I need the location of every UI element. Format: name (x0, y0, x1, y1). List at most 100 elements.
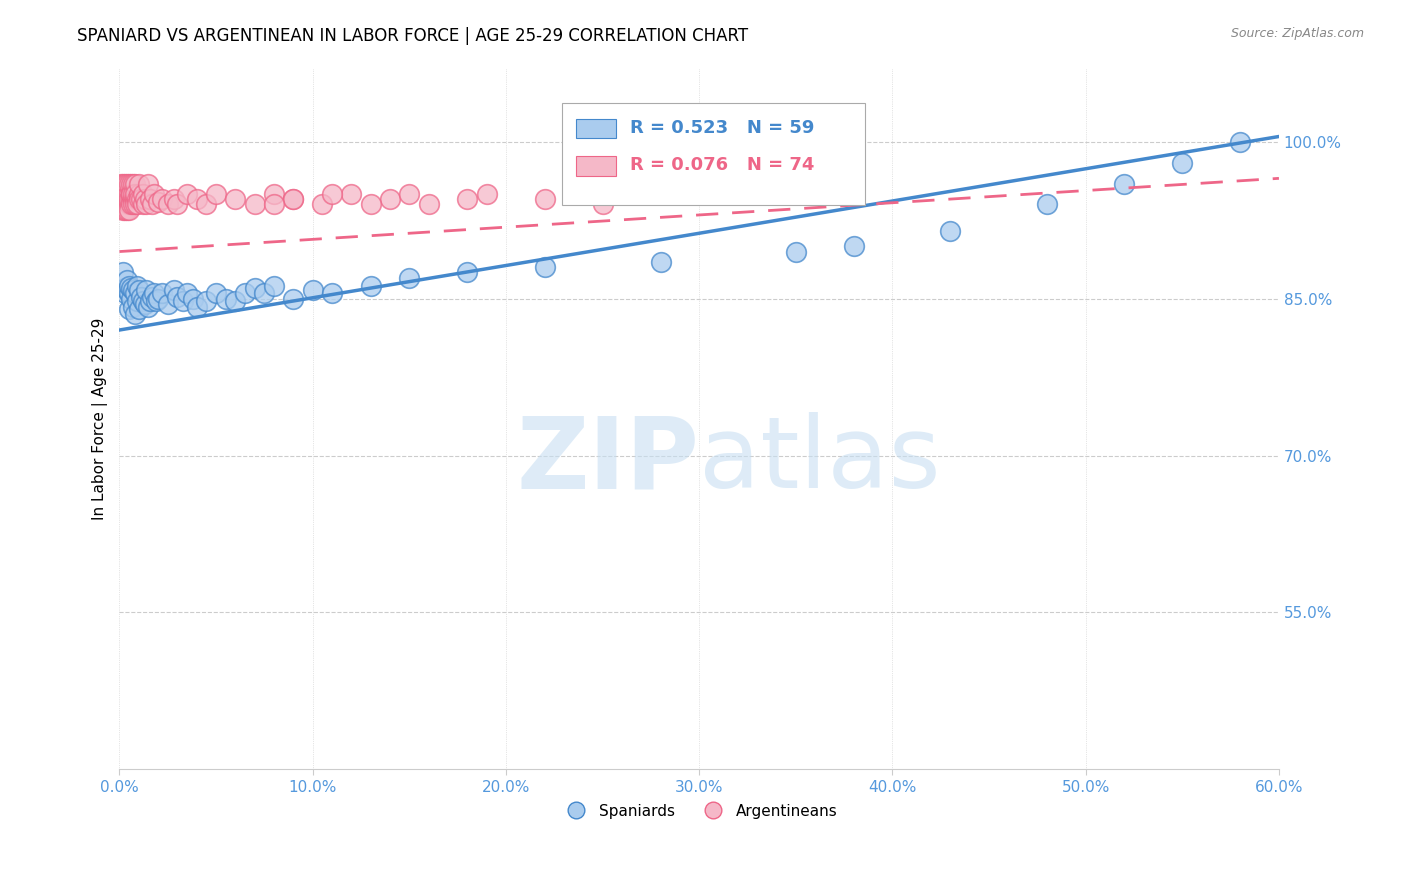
Point (118, 177, 141, 191)
Point (131, 293, 153, 308)
Point (115, 273, 138, 287)
Point (114, 281, 136, 295)
Point (131, 187, 153, 202)
Text: ZIP: ZIP (516, 412, 699, 509)
Point (215, 292, 238, 306)
Point (122, 283, 145, 297)
Point (120, 187, 142, 202)
Point (378, 192, 401, 206)
Point (114, 187, 136, 202)
Point (143, 187, 166, 202)
Point (205, 286, 228, 301)
Point (456, 265, 478, 279)
Point (138, 300, 160, 314)
Point (360, 197, 382, 211)
Point (118, 286, 141, 301)
Point (186, 192, 208, 206)
Point (128, 302, 150, 317)
Point (120, 292, 142, 306)
Point (475, 187, 498, 202)
Point (650, 255, 672, 269)
Point (114, 202, 136, 217)
Point (456, 192, 478, 206)
Point (124, 307, 146, 321)
Point (205, 187, 228, 202)
Point (143, 286, 166, 301)
Point (181, 292, 204, 306)
Point (139, 293, 162, 308)
Point (224, 192, 246, 206)
Point (176, 187, 198, 202)
Point (118, 302, 141, 317)
Point (283, 192, 305, 206)
Point (283, 292, 305, 306)
Point (125, 197, 148, 211)
Point (321, 286, 343, 301)
Point (166, 289, 188, 303)
Point (124, 286, 146, 301)
Point (115, 177, 138, 191)
Point (141, 197, 163, 211)
Point (125, 279, 148, 293)
Point (120, 197, 142, 211)
Point (118, 187, 141, 202)
Point (1171, 155, 1194, 169)
Point (156, 297, 179, 311)
Point (128, 283, 150, 297)
Point (146, 292, 169, 306)
Point (128, 187, 150, 202)
Point (156, 197, 179, 211)
Point (162, 192, 184, 206)
Point (112, 192, 135, 206)
Point (112, 265, 135, 279)
Point (120, 281, 142, 295)
Point (321, 187, 343, 202)
Point (301, 283, 323, 297)
Point (114, 197, 136, 211)
Point (115, 202, 138, 217)
Point (122, 177, 145, 191)
Point (340, 187, 363, 202)
Point (122, 187, 145, 202)
Point (131, 197, 153, 211)
Point (785, 244, 807, 259)
Point (533, 260, 555, 275)
Point (120, 177, 142, 191)
Point (125, 293, 148, 308)
Point (118, 202, 141, 217)
Point (263, 187, 285, 202)
Point (166, 197, 188, 211)
Point (114, 192, 136, 206)
Point (118, 197, 141, 211)
Point (253, 286, 276, 301)
Point (398, 270, 420, 285)
Point (120, 192, 142, 206)
Point (122, 197, 145, 211)
Point (124, 192, 146, 206)
Point (243, 281, 266, 295)
Point (418, 197, 440, 211)
Point (186, 300, 208, 314)
Point (115, 283, 138, 297)
Point (115, 187, 138, 202)
Point (1114, 177, 1136, 191)
Point (114, 286, 136, 301)
Point (110, 177, 132, 191)
Point (243, 197, 266, 211)
Point (129, 192, 152, 206)
Point (195, 197, 218, 211)
Point (110, 187, 132, 202)
Point (122, 192, 145, 206)
Point (124, 197, 146, 211)
Point (939, 224, 962, 238)
Point (129, 289, 152, 303)
Point (118, 192, 141, 206)
Legend: Spaniards, Argentineans: Spaniards, Argentineans (554, 797, 844, 825)
Point (263, 279, 285, 293)
Point (311, 197, 333, 211)
Point (112, 177, 135, 191)
Point (134, 192, 156, 206)
Point (224, 293, 246, 308)
Text: SPANIARD VS ARGENTINEAN IN LABOR FORCE | AGE 25-29 CORRELATION CHART: SPANIARD VS ARGENTINEAN IN LABOR FORCE |… (77, 27, 748, 45)
Point (1036, 197, 1059, 211)
